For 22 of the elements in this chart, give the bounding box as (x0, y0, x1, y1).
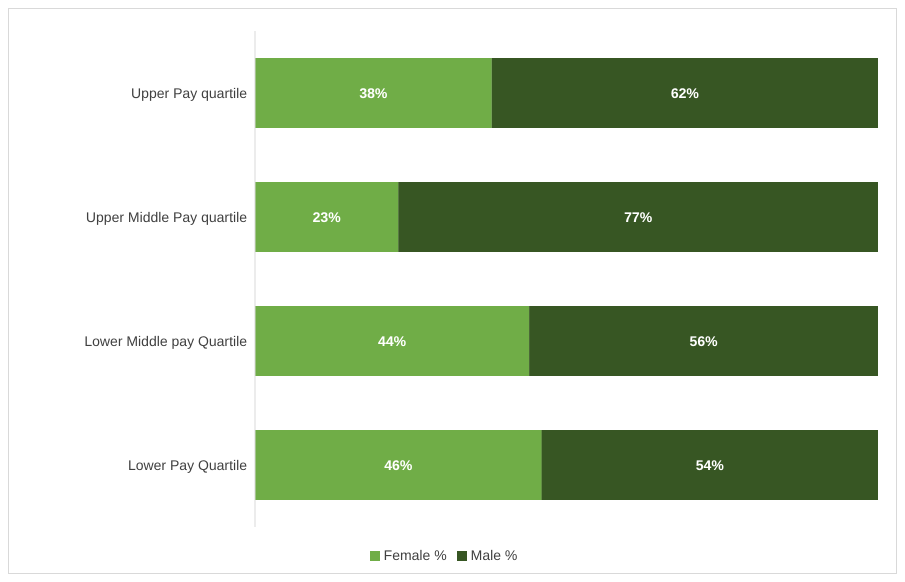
bar (255, 430, 542, 500)
data-label: 44% (378, 333, 407, 349)
bar (255, 58, 492, 128)
data-label: 38% (359, 85, 388, 101)
bar (398, 182, 878, 252)
legend-label: Female % (384, 547, 447, 563)
y-tick-label: Upper Middle Pay quartile (86, 208, 248, 225)
y-tick-label: Lower Pay Quartile (128, 456, 248, 473)
data-label: 54% (696, 457, 724, 473)
data-label: 62% (670, 85, 700, 101)
y-tick-label: Upper Pay quartile (131, 84, 248, 101)
legend-label: Male % (470, 547, 518, 563)
bar (255, 182, 398, 252)
y-tick-label: Lower Middle pay Quartile (84, 332, 248, 349)
bar (255, 306, 530, 376)
data-label: 23% (312, 209, 342, 225)
data-label: 46% (384, 457, 413, 473)
bar (492, 58, 878, 128)
data-label: 56% (690, 333, 718, 349)
bar (529, 306, 878, 376)
bar (542, 430, 878, 500)
data-label: 77% (624, 209, 653, 225)
